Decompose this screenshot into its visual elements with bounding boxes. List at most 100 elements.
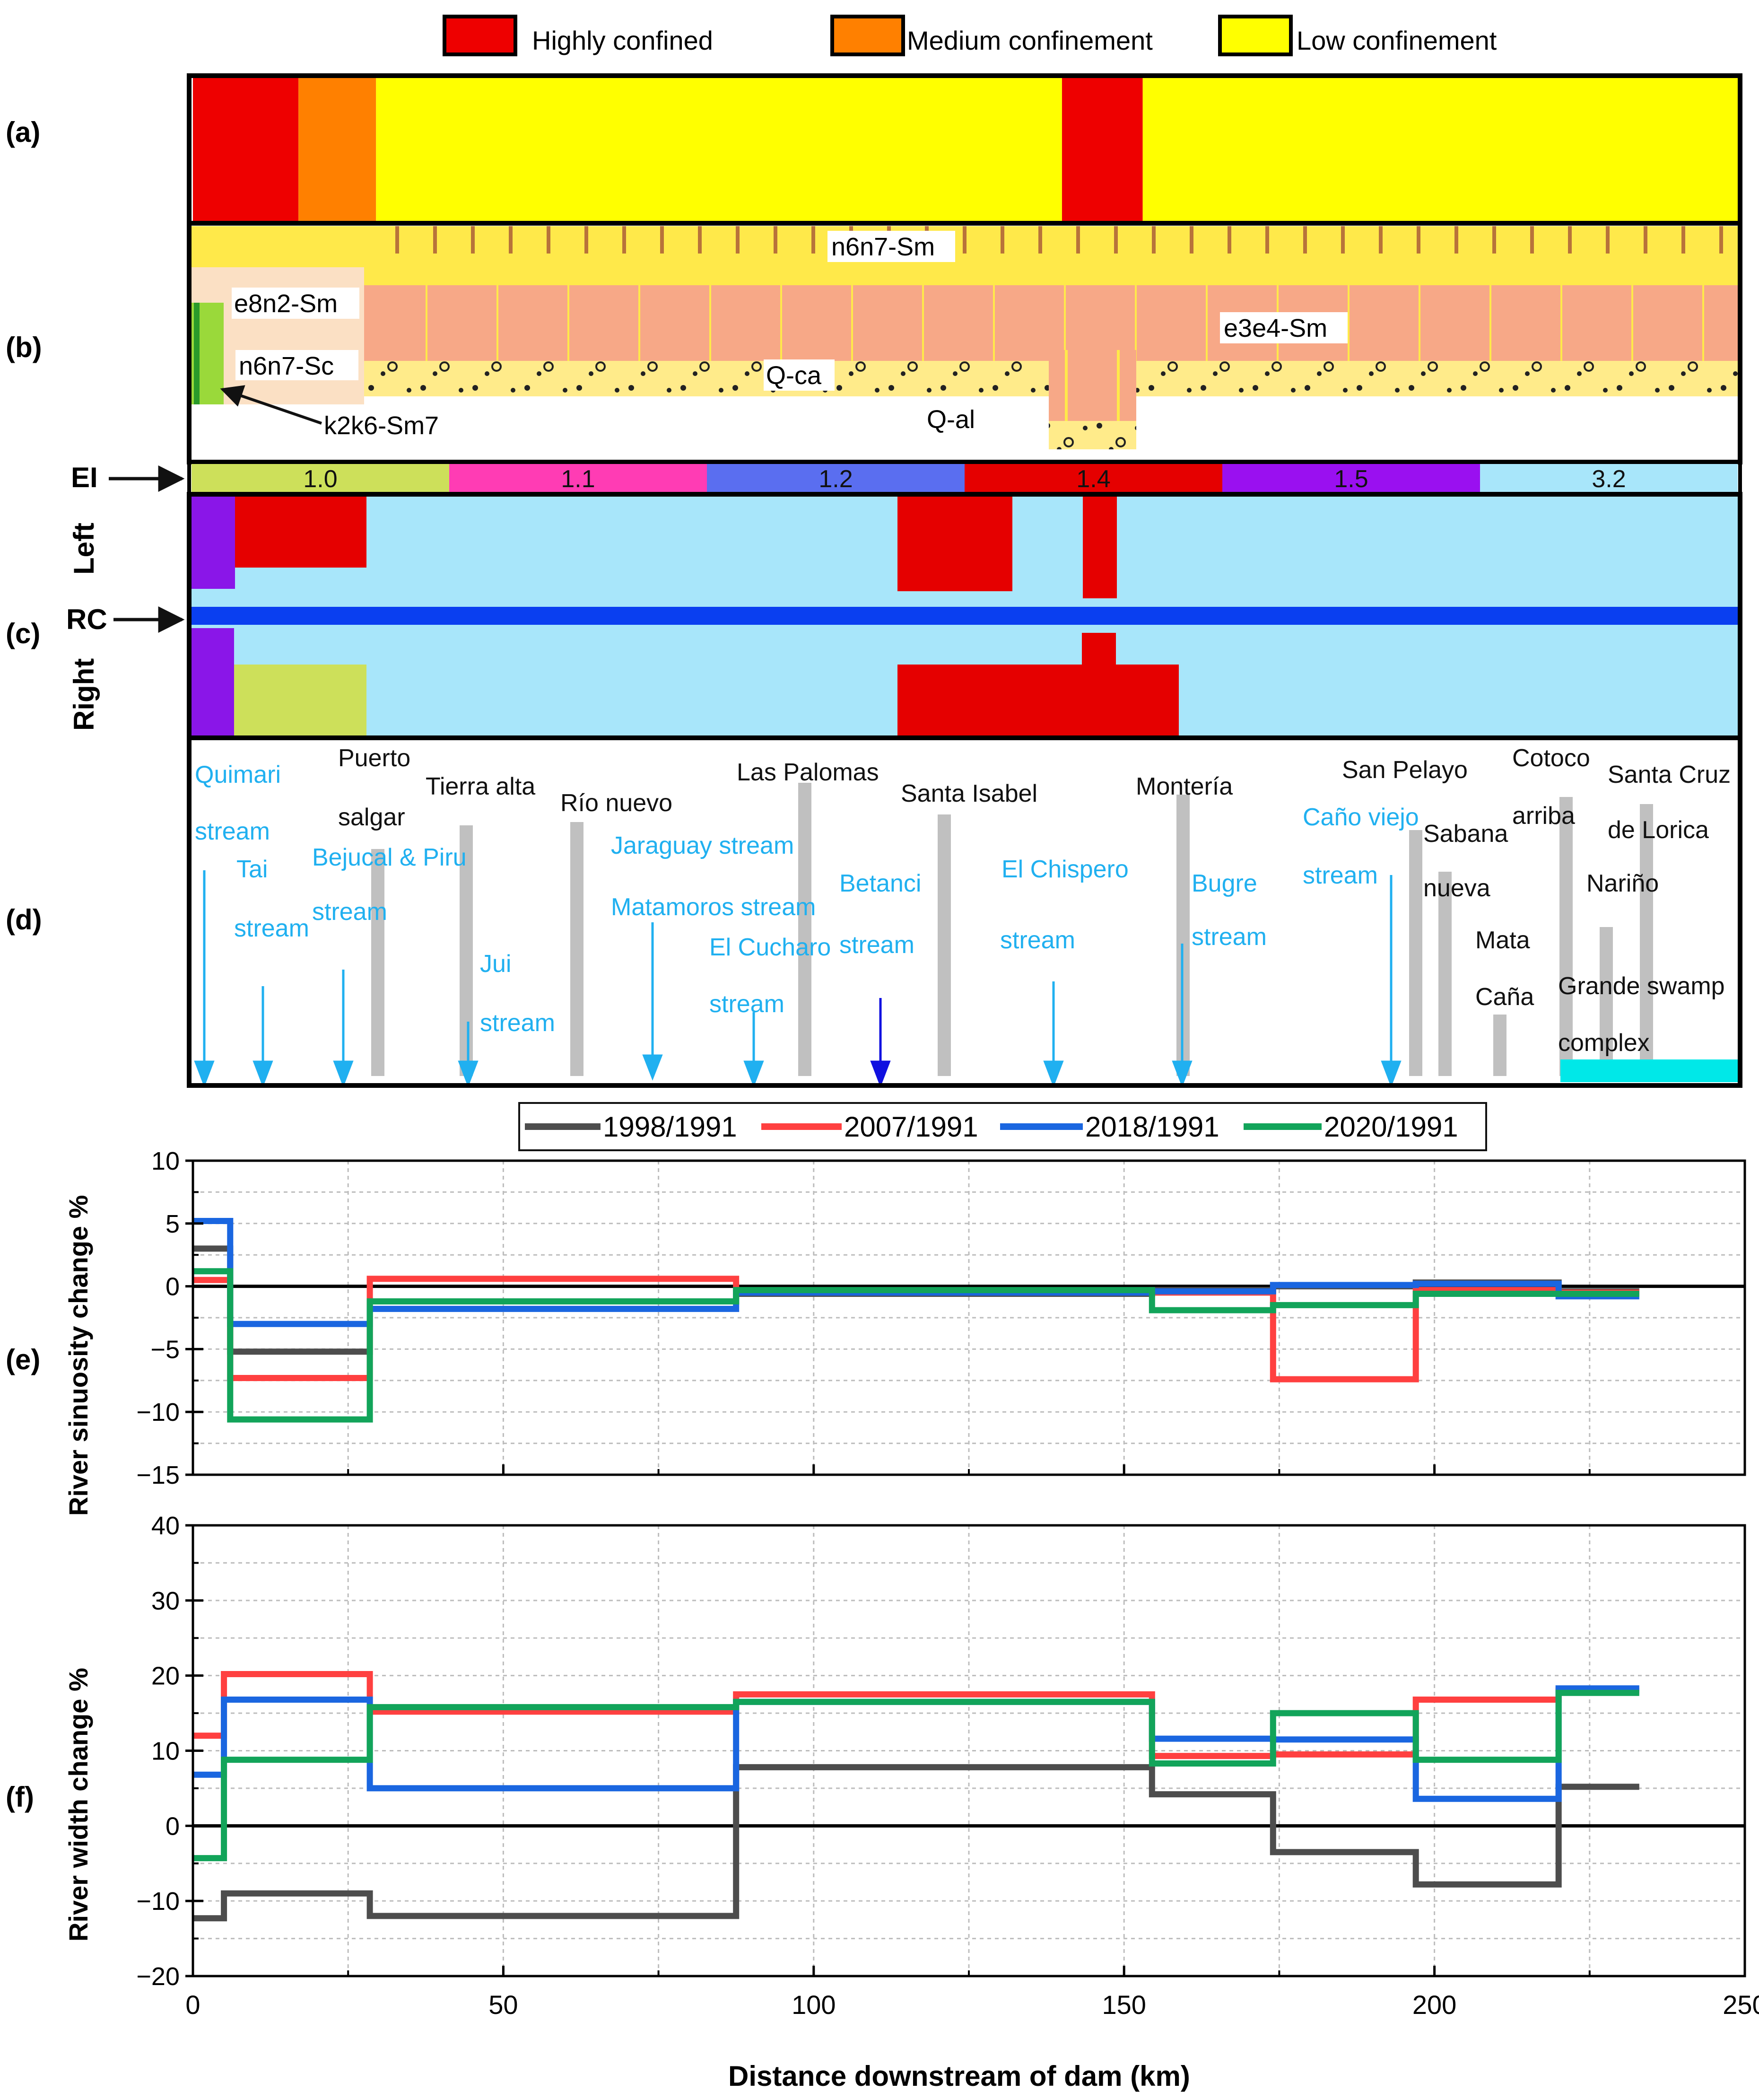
place-sabana: Sabana (1423, 820, 1508, 848)
panel-a-confinement (193, 78, 1738, 221)
xtick-label: 100 (792, 1990, 836, 2020)
ei-bar: 1.0 1.1 1.2 1.4 1.5 3.2 (192, 464, 1738, 493)
geo-salmon-band (364, 285, 1738, 361)
panel-label-c: (c) (6, 618, 40, 649)
right-red-2 (1082, 633, 1116, 666)
left-purple (192, 497, 235, 589)
xtick-label: 0 (185, 1990, 200, 2020)
ytick-label: 10 (151, 1737, 180, 1766)
place-las-palomas: Las Palomas (737, 759, 879, 786)
place-cana: Caña (1475, 983, 1534, 1011)
stream-betanci: Betanci (839, 870, 921, 897)
stream-bejucal: Bejucal & Piru (312, 844, 467, 871)
xlabel: Distance downstream of dam (km) (728, 2060, 1190, 2092)
ei-value-3: 1.4 (1076, 465, 1110, 493)
panel-label-e: (e) (6, 1344, 40, 1375)
place-nueva: nueva (1423, 875, 1490, 902)
unit-label-e3e4-sm: e3e4-Sm (1224, 314, 1327, 342)
unit-label-n6n7-sm: n6n7-Sm (831, 233, 935, 261)
place-de-lorica: de Lorica (1608, 816, 1709, 844)
stream-bugre-2: stream (1192, 923, 1267, 951)
place-tierra-alta: Tierra alta (426, 773, 535, 800)
stream-quimari: Quimari (195, 761, 281, 788)
ytick-label: −15 (136, 1461, 180, 1489)
ytick-label: −5 (150, 1335, 180, 1364)
xtick-label: 200 (1412, 1990, 1456, 2020)
xtick-label: 250 (1723, 1990, 1759, 2020)
town-bar-narino (1600, 927, 1613, 1076)
place-san-pelayo: San Pelayo (1342, 756, 1468, 784)
place-santa-cruz: Santa Cruz (1608, 761, 1731, 788)
panel-label-f: (f) (6, 1781, 34, 1813)
town-bar-tierra-alta (460, 825, 473, 1076)
rc-label: RC (66, 604, 107, 635)
ei-value-0: 1.0 (303, 465, 337, 493)
place-narino: Nariño (1586, 870, 1659, 897)
xtick-label: 150 (1102, 1990, 1146, 2020)
chart-width: −20 −10 0 10 20 30 40 0 50 100 150 200 250 (136, 1512, 1759, 2020)
place-monteria: Montería (1136, 773, 1233, 800)
stream-tai: Tai (236, 856, 268, 883)
left-red-3 (1083, 497, 1117, 598)
stream-el-chispero: El Chispero (1001, 856, 1129, 883)
panel-label-d: (d) (6, 904, 42, 936)
stream-jaraguay: Jaraguay stream (611, 832, 794, 859)
ytick-label: 30 (151, 1587, 180, 1615)
ei-segment-1 (449, 464, 707, 492)
legend-swatch-medium-confinement (830, 15, 905, 56)
stream-bejucal-2: stream (312, 898, 387, 926)
legend-1998: 1998/1991 (603, 1111, 737, 1143)
ei-segment-4 (1222, 464, 1480, 492)
line-legend: 1998/1991 2007/1991 2018/1991 2020/1991 (518, 1102, 1487, 1151)
unit-label-n6n7-sc: n6n7-Sc (239, 352, 334, 380)
legend-swatch-highly-confined (443, 15, 517, 56)
unit-label-q-ca: Q-ca (766, 361, 822, 390)
town-bar-mata-cana (1493, 1015, 1506, 1076)
ytick-label: 10 (151, 1147, 180, 1175)
place-arriba: arriba (1512, 802, 1575, 830)
stream-jui-2: stream (480, 1009, 555, 1037)
confinement-segment-0 (193, 78, 299, 221)
top-legend: Highly confined Medium confinement Low c… (443, 15, 1497, 56)
ei-value-4: 1.5 (1334, 465, 1368, 493)
stream-matamoros: Matamoros stream (611, 893, 816, 921)
panel-label-b: (b) (6, 332, 42, 363)
left-red-2 (897, 497, 1012, 591)
panel-b-geology: n6n7-Sm e8n2-Sm n6n7-Sc k2k6-Sm7 Q-ca Q-… (189, 223, 1740, 462)
stream-el-cucharo: El Cucharo (709, 934, 831, 961)
ytick-label: 20 (151, 1662, 180, 1690)
legend-label-low-confinement: Low confinement (1297, 26, 1497, 55)
ytick-label: 0 (165, 1273, 180, 1301)
ytick-label: 40 (151, 1512, 180, 1540)
town-bar-santa-cruz (1640, 804, 1653, 1076)
place-rio-nuevo: Río nuevo (560, 789, 672, 817)
ei-value-2: 1.2 (819, 465, 853, 493)
legend-2018: 2018/1991 (1085, 1111, 1219, 1143)
town-bar-las-palomas (798, 783, 811, 1076)
ylabel-width: River width change % (63, 1668, 93, 1942)
town-bar-puerto-salgar (371, 849, 384, 1076)
place-puerto: Puerto (338, 744, 410, 772)
stream-cano-viejo-2: stream (1303, 862, 1378, 889)
stream-jui: Jui (480, 950, 511, 978)
legend-2007: 2007/1991 (844, 1111, 978, 1143)
geo-channel (1049, 350, 1136, 421)
town-bar-sabana-nueva (1438, 872, 1452, 1076)
unit-label-k2k6-sm7: k2k6-Sm7 (324, 411, 439, 440)
unit-label-q-al: Q-al (927, 405, 975, 434)
legend-swatch-low-confinement (1218, 15, 1293, 56)
stream-el-cucharo-2: stream (709, 990, 784, 1018)
confinement-segment-3 (1062, 78, 1143, 221)
stream-el-chispero-2: stream (1000, 927, 1075, 954)
town-bar-cotoco-arriba (1559, 797, 1573, 1076)
ei-segment-5 (1480, 464, 1738, 492)
swamp-bar (1560, 1059, 1738, 1082)
series-line-1998-1991 (193, 1764, 1639, 1922)
ei-value-5: 3.2 (1592, 465, 1626, 493)
place-complex: complex (1558, 1029, 1650, 1057)
stream-quimari-2: stream (195, 818, 270, 845)
right-bank-label: Right (68, 658, 100, 731)
ei-segment-2 (707, 464, 965, 492)
ytick-label: 5 (165, 1210, 180, 1238)
place-salgar: salgar (338, 804, 405, 831)
